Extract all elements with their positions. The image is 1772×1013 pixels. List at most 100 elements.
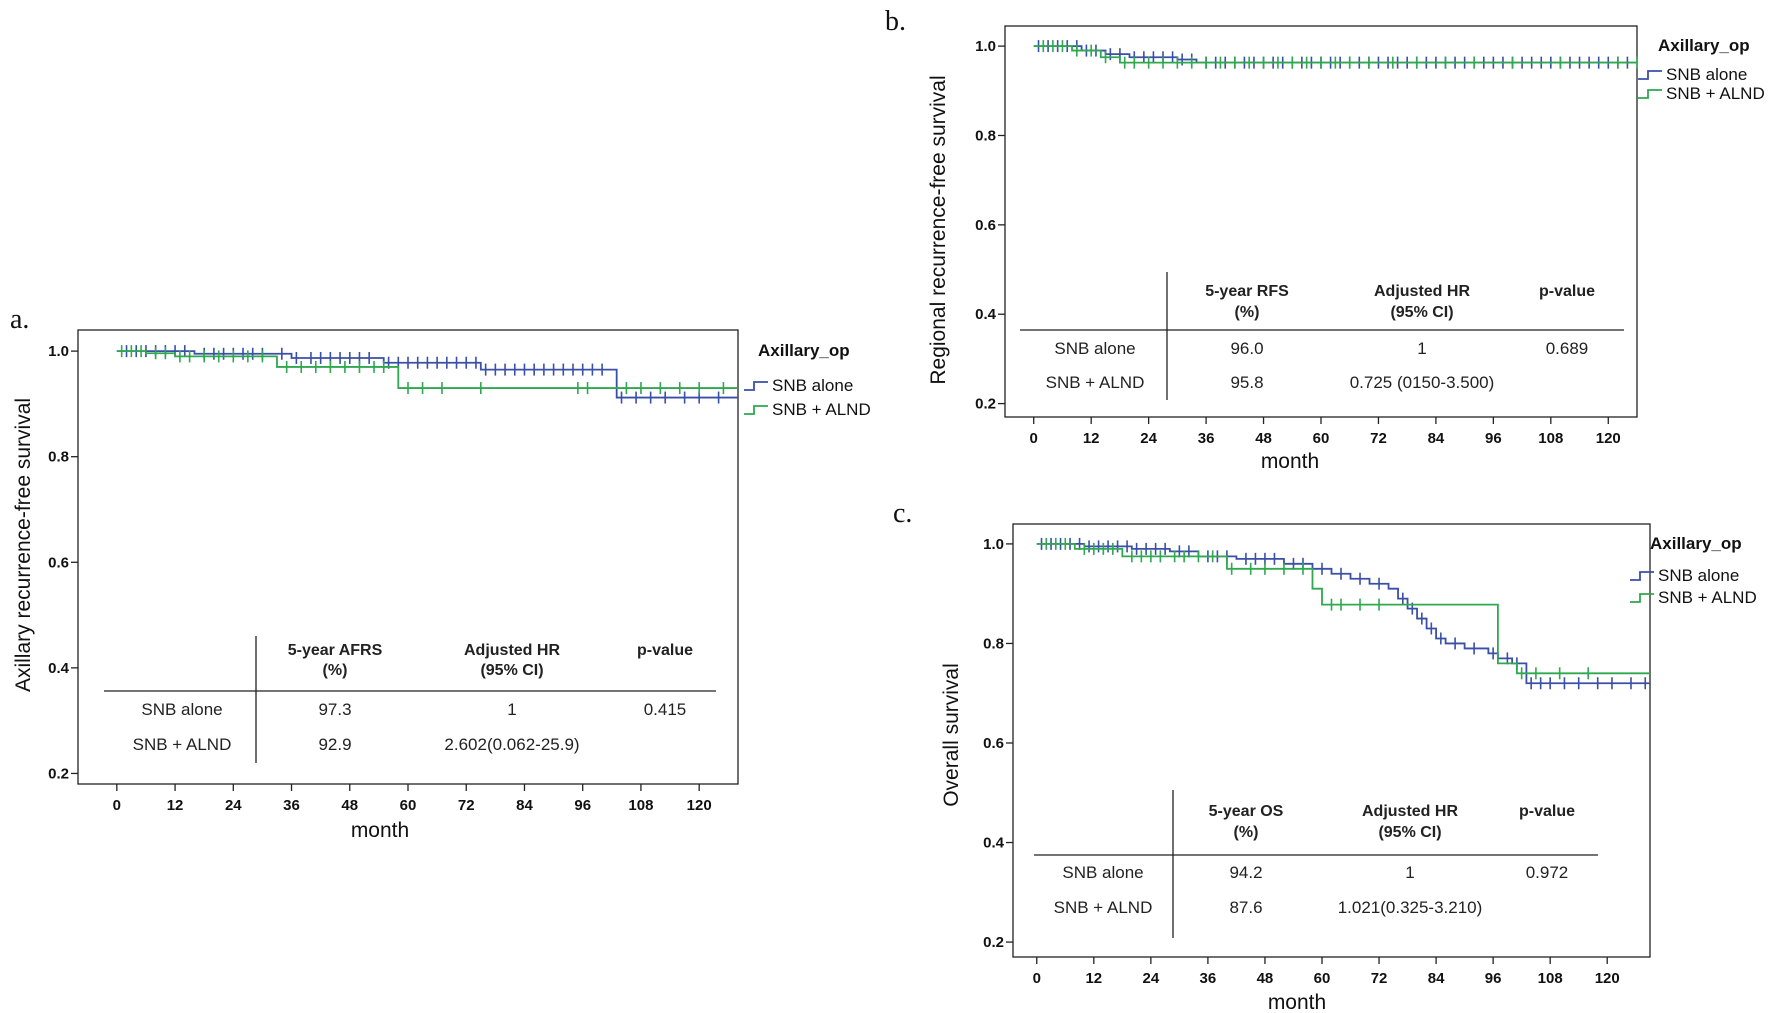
x-tick-label: 120 bbox=[1595, 970, 1620, 987]
table-header-sub: (%) bbox=[1234, 824, 1259, 841]
series-snb-alnd bbox=[1036, 537, 1650, 680]
series-snb-alnd bbox=[116, 345, 738, 395]
table-row-label: SNB + ALND bbox=[1046, 373, 1145, 392]
x-tick-label: 120 bbox=[687, 797, 712, 814]
legend-title: Axillary_op bbox=[758, 341, 850, 360]
y-tick-label: 0.8 bbox=[975, 127, 996, 144]
x-tick-label: 12 bbox=[1085, 970, 1102, 987]
table-header-sub: (95% CI) bbox=[480, 662, 543, 679]
x-tick-label: 72 bbox=[1370, 430, 1387, 447]
table-cell: 1.021(0.325-3.210) bbox=[1338, 898, 1483, 917]
x-tick-label: 24 bbox=[1140, 430, 1157, 447]
panel-c-label: c. bbox=[893, 498, 912, 529]
y-tick-label: 0.4 bbox=[48, 660, 70, 677]
y-tick-label: 0.2 bbox=[975, 396, 996, 413]
table-header: 5-year RFS bbox=[1205, 283, 1289, 300]
table-cell: 1 bbox=[1405, 863, 1414, 882]
legend-swatch bbox=[1630, 571, 1654, 581]
y-tick-label: 0.4 bbox=[975, 306, 997, 323]
x-tick-label: 96 bbox=[1485, 970, 1502, 987]
survival-curve bbox=[1033, 45, 1637, 64]
legend-label: SNB alone bbox=[1658, 566, 1739, 585]
x-tick-label: 96 bbox=[1485, 430, 1502, 447]
y-tick-label: 0.6 bbox=[975, 217, 996, 234]
table-cell: 1 bbox=[1417, 339, 1426, 358]
y-tick-label: 0.4 bbox=[983, 835, 1005, 852]
series-snb-alnd bbox=[1033, 40, 1638, 69]
x-axis-label: month bbox=[351, 819, 409, 842]
x-tick-label: 60 bbox=[1313, 430, 1330, 447]
x-tick-label: 48 bbox=[1257, 970, 1274, 987]
table-header-sub: (95% CI) bbox=[1390, 304, 1453, 321]
table-header-sub: (%) bbox=[1235, 304, 1260, 321]
x-tick-label: 24 bbox=[225, 797, 242, 814]
stats-table: 5-year RFS (%) Adjusted HR (95% CI) p-value S… bbox=[1020, 272, 1624, 400]
x-tick-label: 84 bbox=[1428, 430, 1445, 447]
table-cell: 92.9 bbox=[318, 735, 351, 754]
x-tick-label: 24 bbox=[1143, 970, 1160, 987]
y-axis-label: Overall survival bbox=[940, 663, 963, 807]
legend-title: Axillary_op bbox=[1658, 36, 1750, 55]
table-header: Adjusted HR bbox=[1362, 803, 1458, 820]
table-row-label: SNB + ALND bbox=[1054, 898, 1153, 917]
panel-a-label: a. bbox=[10, 304, 29, 335]
x-tick-label: 12 bbox=[167, 797, 184, 814]
table-cell: 97.3 bbox=[318, 700, 351, 719]
x-tick-label: 48 bbox=[341, 797, 358, 814]
table-row-label: SNB alone bbox=[141, 700, 222, 719]
table-row-label: SNB + ALND bbox=[133, 735, 232, 754]
plot-frame bbox=[1004, 25, 1638, 418]
survival-curve bbox=[116, 350, 738, 389]
table-header: p-value bbox=[1519, 803, 1575, 820]
x-tick-label: 0 bbox=[113, 797, 121, 814]
table-cell: 2.602(0.062-25.9) bbox=[444, 735, 579, 754]
km-panel-c: c. 0 12 24 36 48 60 72 84 96 108 120 0.2 0.4 0.6 0.8 1.0… bbox=[893, 498, 1757, 1013]
table-cell: 0.972 bbox=[1526, 863, 1569, 882]
legend-swatch bbox=[744, 405, 768, 415]
x-tick-label: 72 bbox=[458, 797, 475, 814]
y-tick-label: 0.6 bbox=[48, 554, 69, 571]
legend-swatch bbox=[1630, 593, 1654, 603]
x-tick-label: 84 bbox=[1428, 970, 1445, 987]
table-header-sub: (%) bbox=[323, 662, 348, 679]
y-axis-label: Axillary recurrence-free survival bbox=[12, 398, 35, 692]
legend-swatch bbox=[744, 381, 768, 391]
table-header: 5-year AFRS bbox=[288, 642, 383, 659]
y-tick-label: 0.8 bbox=[983, 635, 1004, 652]
legend-label: SNB + ALND bbox=[772, 400, 871, 419]
table-header: 5-year OS bbox=[1209, 803, 1284, 820]
table-row-label: SNB alone bbox=[1062, 863, 1143, 882]
x-tick-label: 96 bbox=[574, 797, 591, 814]
y-tick-label: 0.6 bbox=[983, 735, 1004, 752]
panel-b-label: b. bbox=[885, 6, 906, 37]
x-tick-label: 36 bbox=[1198, 430, 1215, 447]
legend-label: SNB + ALND bbox=[1658, 588, 1757, 607]
table-cell: 1 bbox=[507, 700, 516, 719]
survival-curve bbox=[116, 350, 738, 399]
y-tick-label: 1.0 bbox=[983, 536, 1004, 553]
x-tick-label: 72 bbox=[1371, 970, 1388, 987]
x-tick-label: 36 bbox=[1200, 970, 1217, 987]
series-snb-alone bbox=[1036, 537, 1650, 690]
table-cell: 0.415 bbox=[644, 700, 687, 719]
survival-curve bbox=[1036, 543, 1650, 675]
y-tick-label: 0.8 bbox=[48, 449, 69, 466]
x-axis-label: month bbox=[1268, 991, 1326, 1013]
legend-label: SNB alone bbox=[772, 376, 853, 395]
stats-table: 5-year OS (%) Adjusted HR (95% CI) p-value SN… bbox=[1034, 790, 1598, 938]
table-cell: 0.725 (0150-3.500) bbox=[1350, 373, 1495, 392]
table-cell: 96.0 bbox=[1230, 339, 1263, 358]
y-tick-label: 1.0 bbox=[975, 38, 996, 55]
x-tick-label: 0 bbox=[1030, 430, 1038, 447]
table-cell: 95.8 bbox=[1230, 373, 1263, 392]
x-tick-label: 108 bbox=[1538, 430, 1563, 447]
x-tick-label: 0 bbox=[1033, 970, 1041, 987]
table-cell: 94.2 bbox=[1229, 863, 1262, 882]
y-tick-label: 0.2 bbox=[48, 765, 69, 782]
table-header: p-value bbox=[637, 642, 693, 659]
y-axis-label: Regional recurrence-free survival bbox=[927, 75, 950, 384]
table-row-label: SNB alone bbox=[1054, 339, 1135, 358]
y-tick-label: 0.2 bbox=[983, 934, 1004, 951]
x-tick-label: 60 bbox=[400, 797, 417, 814]
